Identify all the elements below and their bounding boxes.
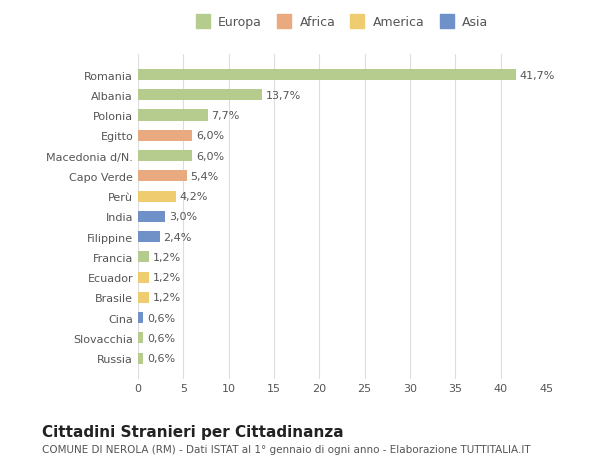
Text: 0,6%: 0,6% [147,313,175,323]
Bar [138,191,176,202]
Bar [138,70,516,81]
Text: 2,4%: 2,4% [163,232,192,242]
Bar [138,110,208,121]
Text: 0,6%: 0,6% [147,333,175,343]
Bar [138,151,193,162]
Text: 41,7%: 41,7% [520,70,555,80]
Text: Cittadini Stranieri per Cittadinanza: Cittadini Stranieri per Cittadinanza [42,425,344,440]
Bar [138,231,160,243]
Text: 1,2%: 1,2% [152,293,181,303]
Text: 5,4%: 5,4% [191,172,219,181]
Bar [138,130,193,141]
Text: 0,6%: 0,6% [147,353,175,364]
Text: 7,7%: 7,7% [211,111,240,121]
Text: 4,2%: 4,2% [180,192,208,202]
Bar [138,272,149,283]
Text: 6,0%: 6,0% [196,131,224,141]
Text: 3,0%: 3,0% [169,212,197,222]
Text: 6,0%: 6,0% [196,151,224,161]
Text: 1,2%: 1,2% [152,252,181,262]
Bar [138,353,143,364]
Bar [138,211,165,223]
Bar [138,171,187,182]
Text: 13,7%: 13,7% [266,90,301,101]
Text: 1,2%: 1,2% [152,273,181,283]
Bar [138,292,149,303]
Legend: Europa, Africa, America, Asia: Europa, Africa, America, Asia [196,16,488,29]
Bar [138,252,149,263]
Bar [138,90,262,101]
Bar [138,333,143,344]
Text: COMUNE DI NEROLA (RM) - Dati ISTAT al 1° gennaio di ogni anno - Elaborazione TUT: COMUNE DI NEROLA (RM) - Dati ISTAT al 1°… [42,444,530,454]
Bar [138,313,143,324]
